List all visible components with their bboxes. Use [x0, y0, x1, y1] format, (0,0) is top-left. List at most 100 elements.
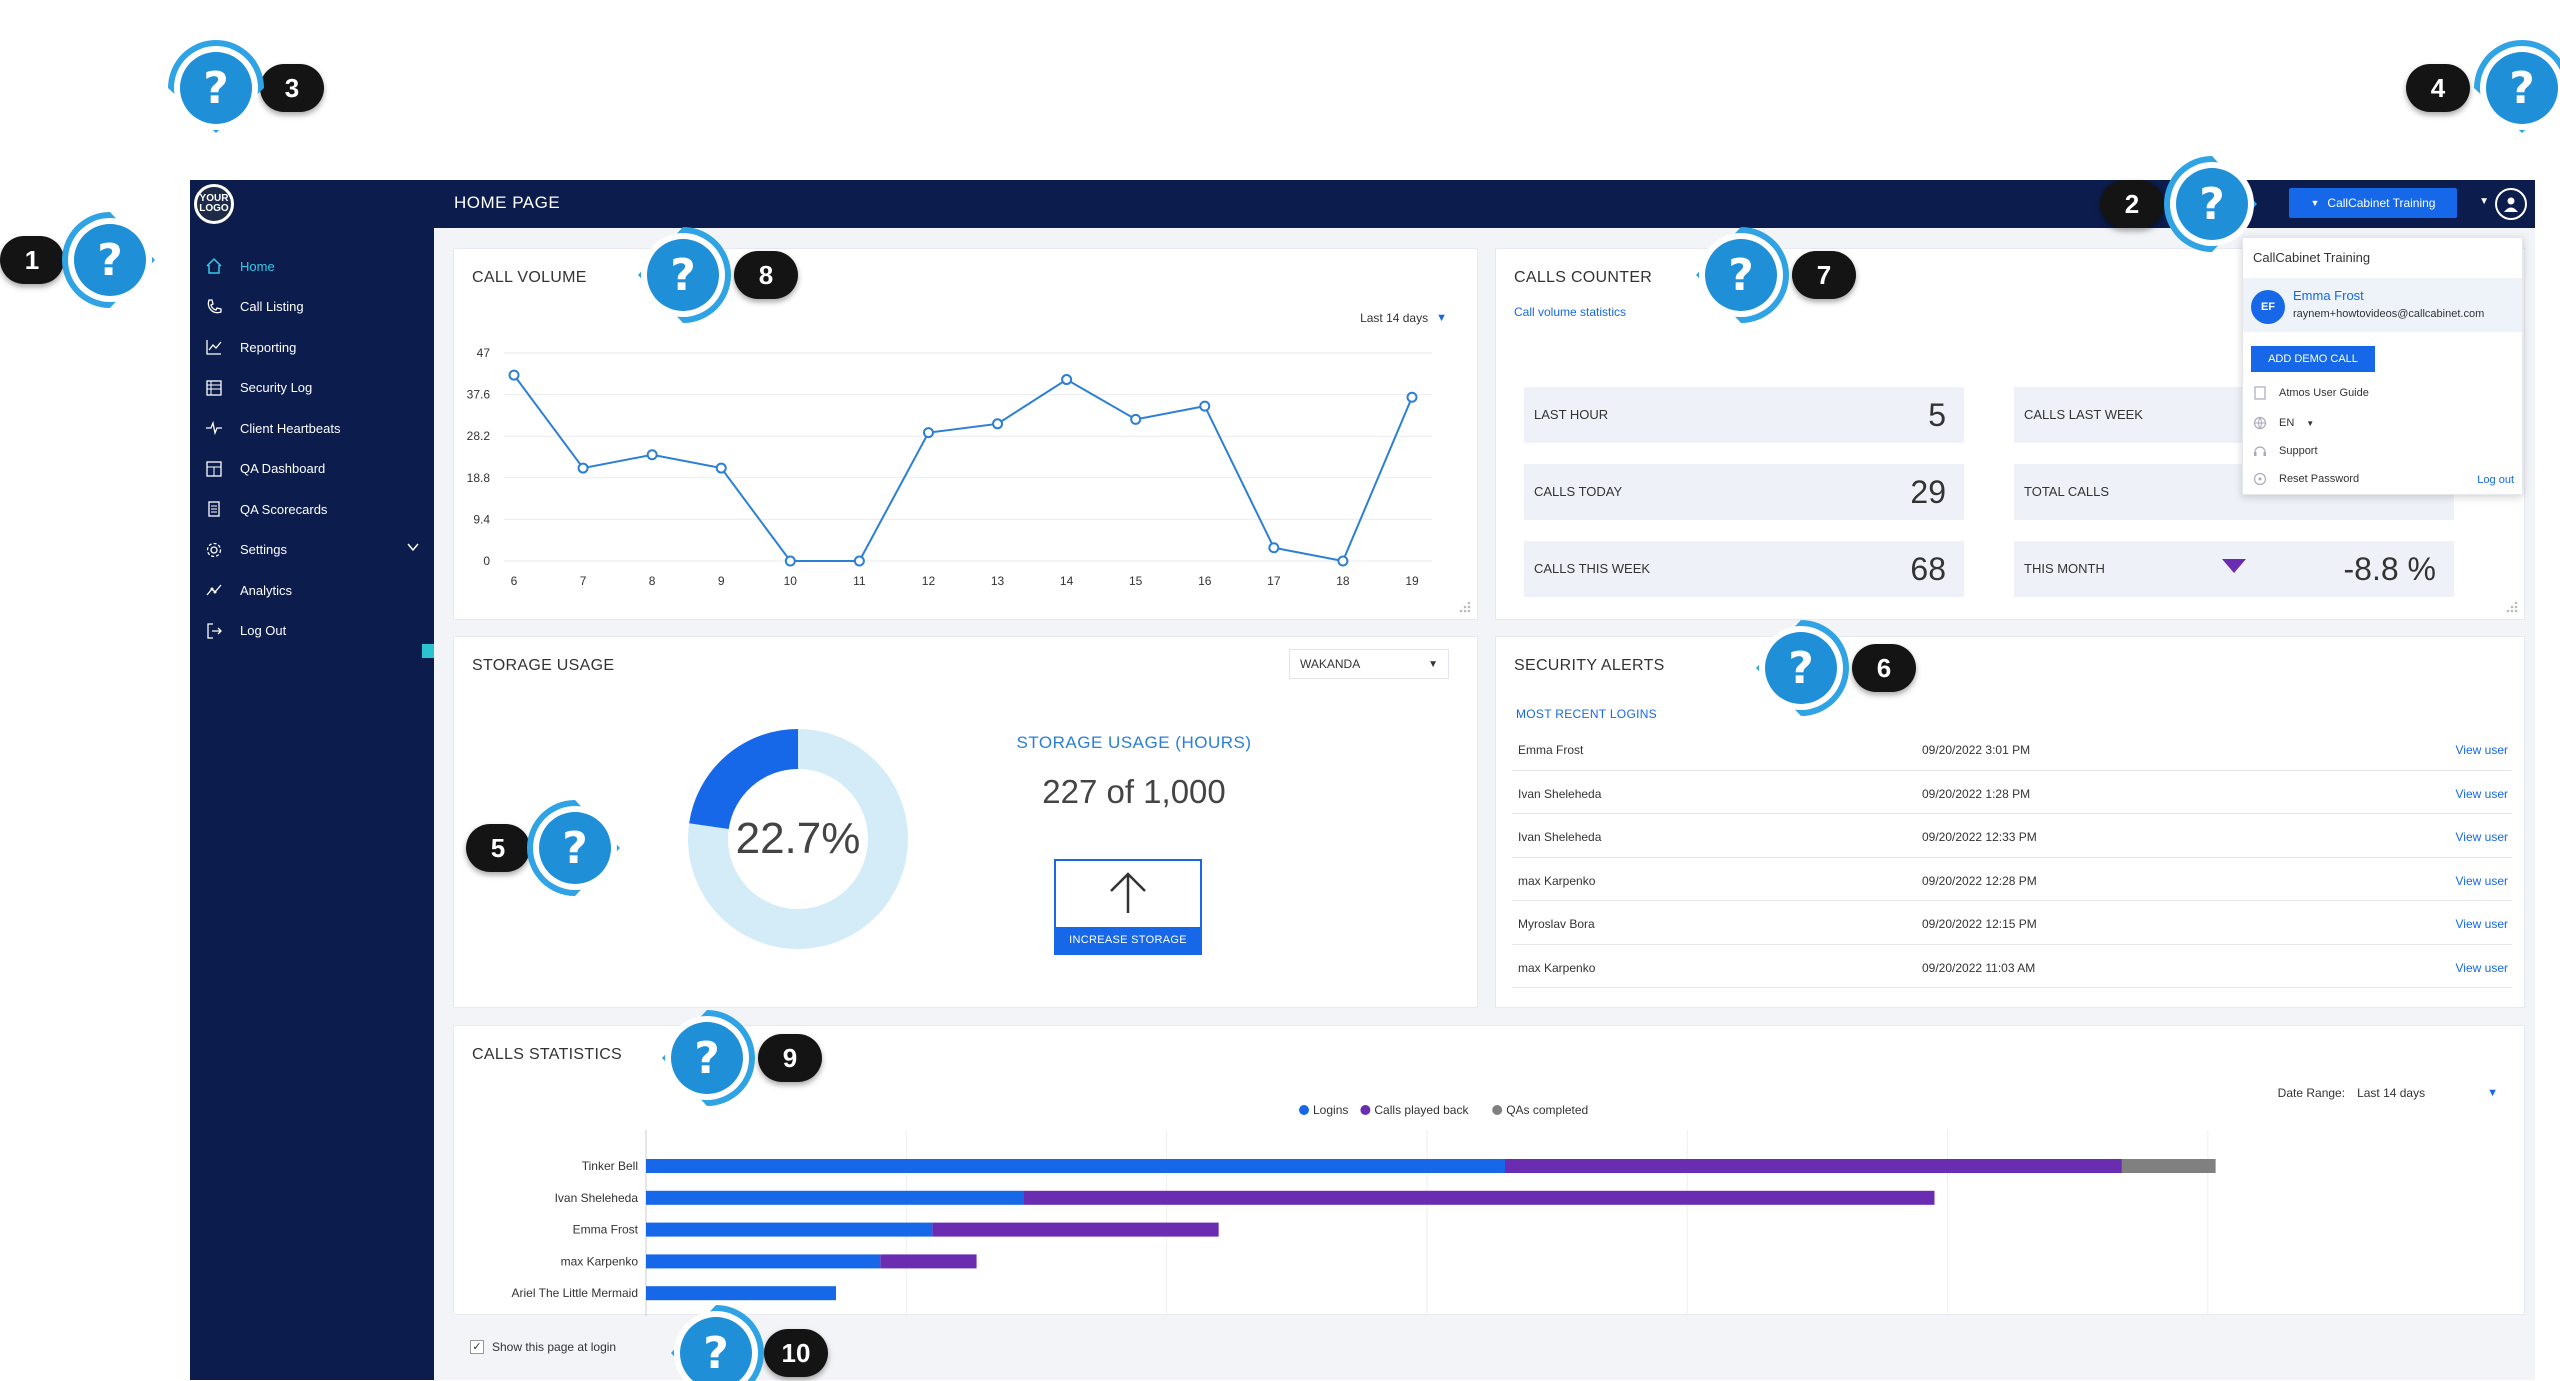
data-point[interactable] — [1130, 413, 1142, 425]
bar-segment[interactable] — [1505, 1159, 2122, 1173]
resize-handle-icon[interactable] — [2504, 599, 2518, 613]
x-tick-label: 6 — [511, 574, 518, 588]
bar-segment[interactable] — [932, 1222, 1219, 1237]
sidebar-item-security-log[interactable]: Security Log — [200, 368, 430, 409]
bar-segment[interactable] — [646, 1254, 881, 1269]
help-pin-core — [2486, 52, 2558, 124]
data-point[interactable] — [992, 418, 1004, 430]
y-tick-label: 47 — [477, 346, 491, 360]
sidebar-item-settings[interactable]: Settings — [200, 530, 430, 571]
data-point[interactable] — [646, 449, 658, 461]
sidebar-item-qa-scorecards[interactable]: QA Scorecards — [200, 489, 430, 530]
sidebar-item-client-heartbeats[interactable]: Client Heartbeats — [200, 408, 430, 449]
chevron-down-icon[interactable] — [406, 540, 420, 557]
category-label: Tinker Bell — [582, 1159, 638, 1173]
log-out-link[interactable]: Log out — [2477, 474, 2514, 486]
data-point[interactable] — [1199, 400, 1211, 412]
date-range-select[interactable]: Date Range: Last 14 days ▼ — [2278, 1086, 2498, 1100]
sidebar-item-home[interactable]: Home — [200, 246, 430, 287]
bar-segment[interactable] — [646, 1159, 1505, 1173]
user-menu-button[interactable] — [2495, 188, 2527, 220]
login-time: 09/20/2022 12:28 PM — [1922, 873, 2037, 888]
call-volume-statistics-link[interactable]: Call volume statistics — [1514, 305, 1627, 319]
sidebar-item-label: Home — [240, 258, 275, 274]
help-question-mark: ? — [203, 63, 229, 114]
help-pin-core — [539, 812, 611, 884]
show-at-login-checkbox[interactable]: ✓ — [470, 1340, 484, 1354]
table-row: Ivan Sheleheda 09/20/2022 12:33 PM View … — [1512, 814, 2512, 858]
sidebar-item-log-out[interactable]: Log Out — [200, 611, 430, 652]
user-dropdown-menu: CallCabinet Training EF Emma Frost rayne… — [2242, 237, 2523, 495]
help-pin-core — [680, 1317, 752, 1381]
help-marker-number: 7 — [1792, 251, 1856, 299]
sidebar-item-label: Security Log — [240, 380, 313, 396]
bar-segment[interactable] — [1023, 1190, 1935, 1205]
workspace-select[interactable]: WAKANDA ▼ — [1289, 649, 1449, 679]
table-row: Emma Frost 09/20/2022 3:01 PM View user — [1512, 727, 2512, 771]
calls-statistics-chart: Logins Calls played back QAs completed Tink… — [512, 1103, 2216, 1316]
data-point[interactable] — [1337, 555, 1349, 567]
dropdown-item-reset-password[interactable]: Reset Password — [2253, 472, 2359, 486]
bar-segment[interactable] — [646, 1222, 933, 1237]
bar-segment[interactable] — [2121, 1159, 2216, 1173]
help-question-icon: ? — [168, 40, 264, 133]
data-point[interactable] — [577, 462, 589, 474]
donut-used-segment — [688, 729, 908, 949]
help-question-icon: ? — [2474, 40, 2560, 133]
legend-label[interactable]: Logins — [1313, 1103, 1348, 1117]
caret-down-icon: ▼ — [1428, 658, 1438, 670]
dropdown-item-user-guide[interactable]: Atmos User Guide — [2253, 386, 2369, 400]
stat-label: LAST HOUR — [1534, 407, 1609, 422]
legend-label[interactable]: Calls played back — [1374, 1103, 1469, 1117]
phone-icon — [204, 297, 224, 317]
x-tick-label: 17 — [1267, 574, 1281, 588]
data-point[interactable] — [784, 555, 796, 567]
dropdown-item-label: EN — [2279, 417, 2295, 429]
view-user-link[interactable]: View user — [2455, 830, 2508, 844]
view-user-link[interactable]: View user — [2455, 917, 2508, 931]
date-range-label: Date Range: — [2277, 1086, 2346, 1100]
data-point[interactable] — [1406, 391, 1418, 403]
bar-segment[interactable] — [646, 1190, 1024, 1205]
call-volume-range-select[interactable]: Last 14 days ▼ — [1360, 311, 1447, 325]
avatar: EF — [2251, 290, 2285, 324]
tenant-label: CallCabinet Training — [2327, 196, 2436, 210]
show-at-login-label: Show this page at login — [492, 1340, 617, 1354]
legend-label[interactable]: QAs completed — [1506, 1103, 1588, 1117]
dropdown-item-language[interactable]: EN ▼ — [2253, 416, 2314, 430]
view-user-link[interactable]: View user — [2455, 743, 2508, 757]
data-point[interactable] — [922, 427, 934, 439]
sidebar-item-analytics[interactable]: Analytics — [200, 570, 430, 611]
add-demo-call-button[interactable]: ADD DEMO CALL — [2251, 346, 2375, 372]
data-point[interactable] — [1268, 542, 1280, 554]
dropdown-item-support[interactable]: Support — [2253, 444, 2318, 458]
increase-storage-button[interactable]: INCREASE STORAGE — [1054, 859, 1202, 955]
security-alerts-card: SECURITY ALERTS MOST RECENT LOGINS Emma … — [1495, 636, 2525, 1008]
caret-down-icon: ▼ — [2306, 418, 2315, 428]
dropdown-user-name[interactable]: Emma Frost — [2293, 288, 2364, 303]
login-time: 09/20/2022 1:28 PM — [1922, 786, 2031, 801]
bar-segment[interactable] — [880, 1254, 977, 1269]
sidebar-collapse-handle[interactable] — [422, 644, 434, 658]
user-menu-caret-icon[interactable]: ▼ — [2479, 196, 2489, 207]
data-point[interactable] — [508, 369, 520, 381]
help-marker-number: 1 — [0, 236, 64, 284]
resize-handle-icon[interactable] — [1457, 599, 1471, 613]
storage-donut-chart — [688, 729, 908, 949]
help-pin-core — [74, 224, 146, 296]
view-user-link[interactable]: View user — [2455, 960, 2508, 975]
sidebar-item-qa-dashboard[interactable]: QA Dashboard — [200, 449, 430, 490]
show-at-login-toggle[interactable]: ✓ Show this page at login — [470, 1340, 616, 1354]
sidebar-item-call-listing[interactable]: Call Listing — [200, 287, 430, 328]
dropdown-item-label: Atmos User Guide — [2279, 387, 2369, 399]
data-point[interactable] — [853, 555, 865, 567]
bar-segment[interactable] — [646, 1286, 837, 1301]
view-user-link[interactable]: View user — [2455, 873, 2508, 888]
sidebar-item-reporting[interactable]: Reporting — [200, 327, 430, 368]
view-user-link[interactable]: View user — [2455, 786, 2508, 801]
data-point[interactable] — [1061, 374, 1073, 386]
data-point[interactable] — [715, 462, 727, 474]
tenant-selector-button[interactable]: ▼ CallCabinet Training — [2289, 188, 2457, 218]
sidebar-item-label: QA Dashboard — [240, 461, 326, 477]
